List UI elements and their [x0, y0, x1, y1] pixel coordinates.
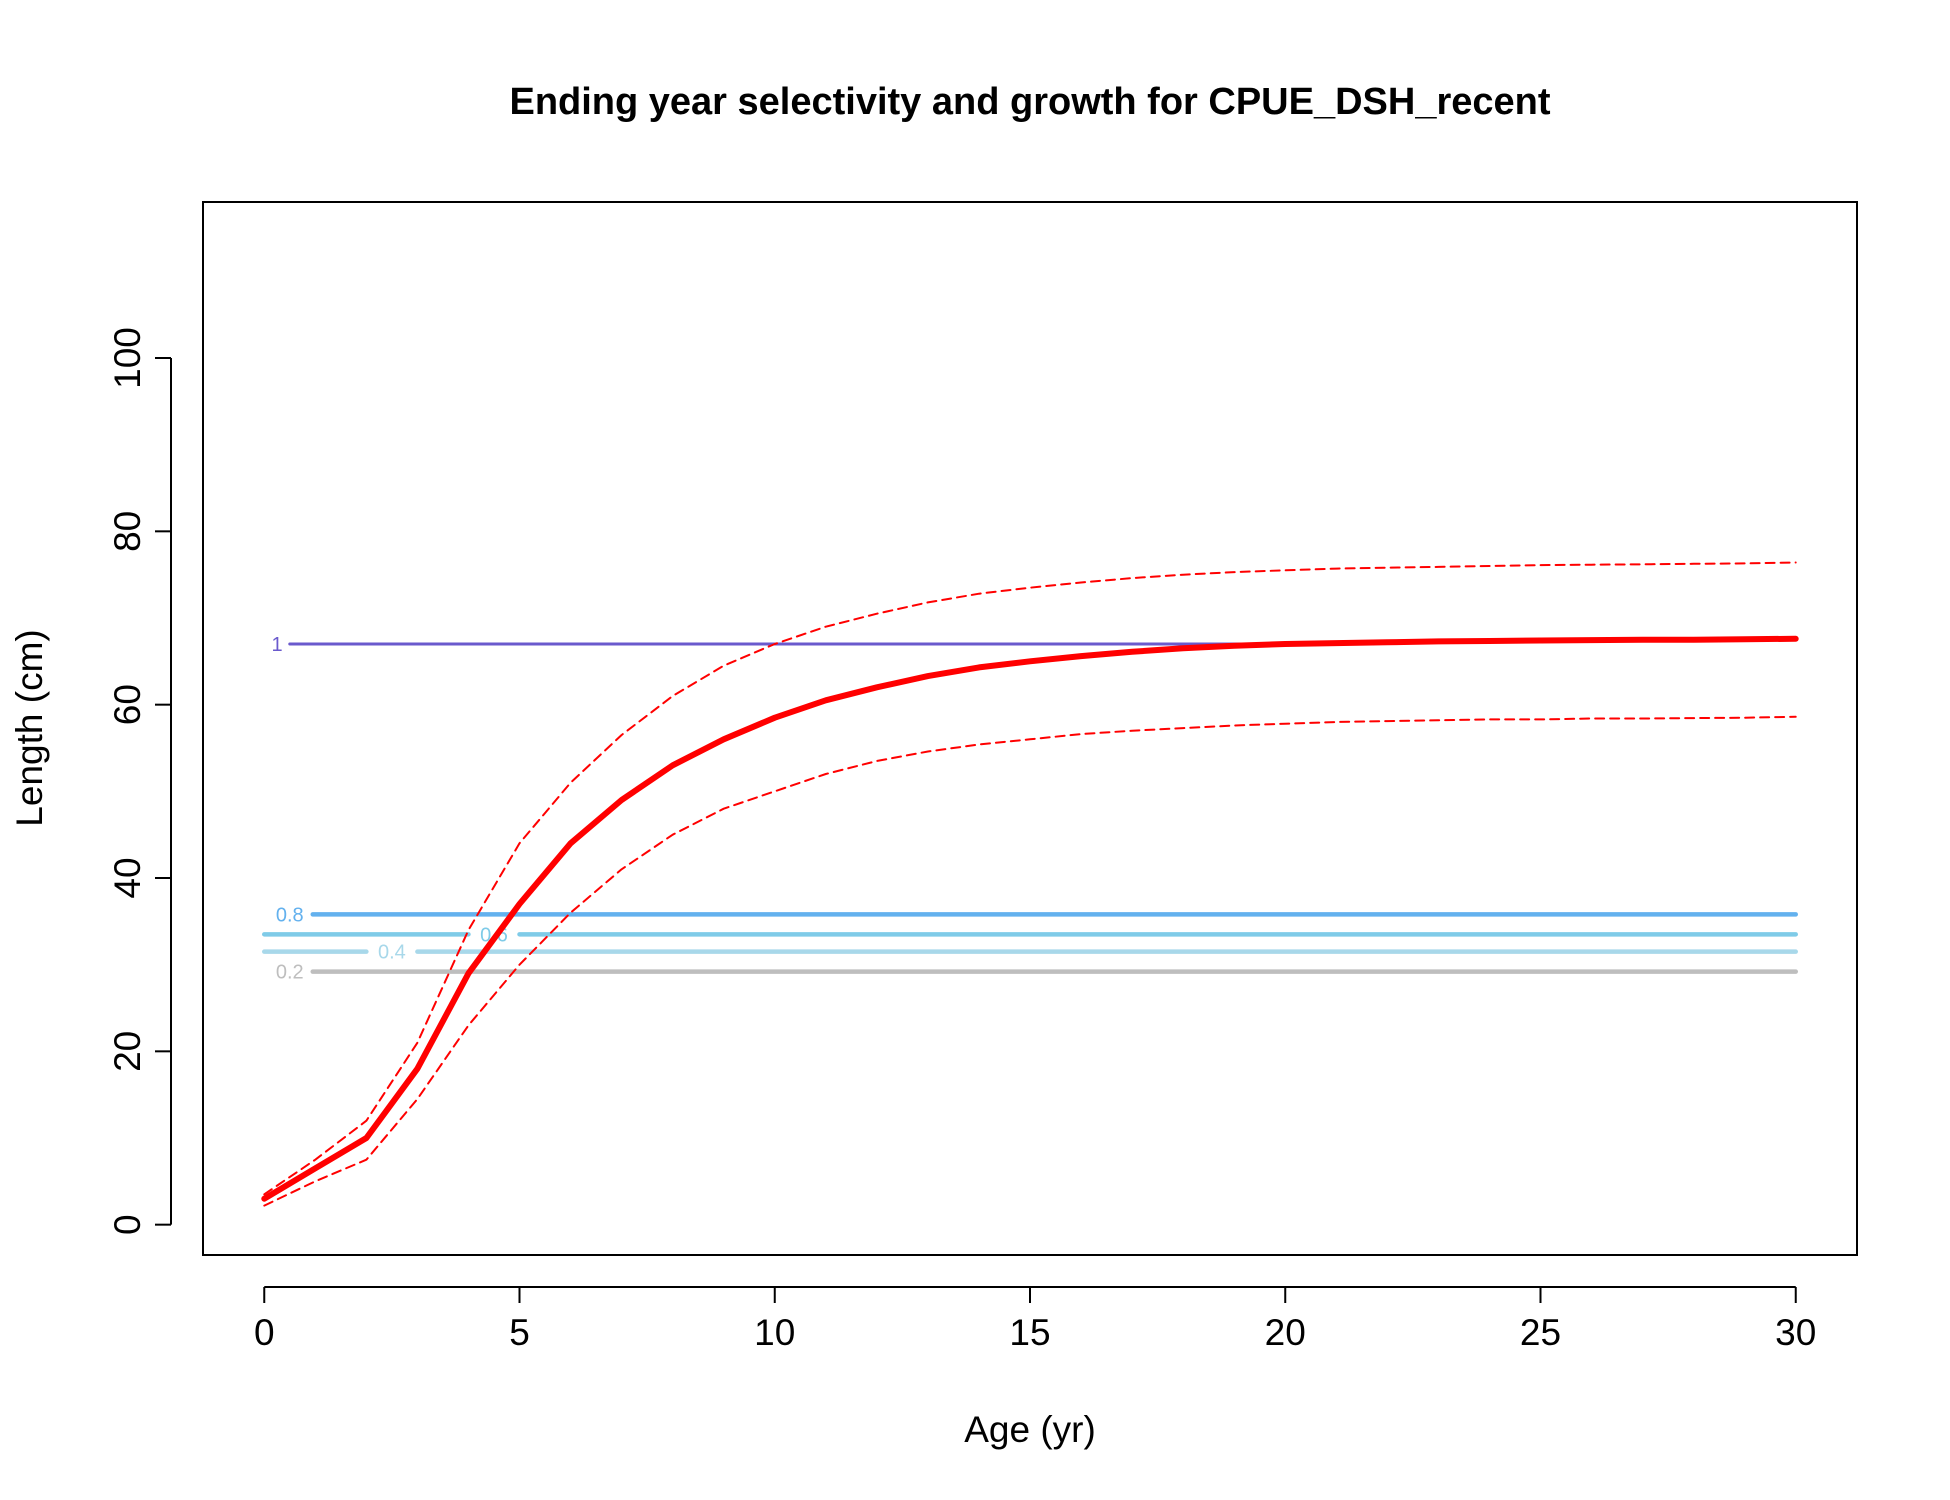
y-tick-label: 40 — [107, 857, 148, 898]
x-tick-label: 15 — [1009, 1312, 1050, 1353]
x-tick-label: 10 — [754, 1312, 795, 1353]
y-tick-label: 80 — [107, 511, 148, 552]
x-tick-label: 25 — [1520, 1312, 1561, 1353]
y-axis-label: Length (cm) — [9, 629, 50, 826]
y-tick-label: 0 — [107, 1214, 148, 1235]
plot-frame — [202, 201, 1858, 1256]
x-tick-label: 5 — [509, 1312, 530, 1353]
x-axis-label: Age (yr) — [964, 1409, 1096, 1450]
selectivity-contour-label: 0.8 — [276, 904, 304, 926]
selectivity-contour-label: 0.2 — [276, 962, 304, 984]
x-tick-label: 20 — [1265, 1312, 1306, 1353]
chart-title: Ending year selectivity and growth for C… — [509, 81, 1550, 123]
x-tick-label: 30 — [1775, 1312, 1816, 1353]
axes: 0 5 10 15 20 25 30 0 20 40 60 80 100 — [107, 201, 1858, 1353]
x-tick-label: 0 — [254, 1312, 275, 1353]
lower-interval-line — [263, 715, 1797, 1207]
plot-area: 10.80.60.40.2 — [261, 561, 1799, 1207]
mean-length-line — [261, 635, 1799, 1202]
upper-interval-line — [263, 561, 1797, 1196]
y-tick-label: 100 — [107, 327, 148, 389]
selectivity-contour-label: 1 — [271, 634, 282, 656]
y-tick-label: 20 — [107, 1031, 148, 1072]
selectivity-contour-label: 0.4 — [378, 942, 406, 964]
y-tick-label: 60 — [107, 684, 148, 725]
